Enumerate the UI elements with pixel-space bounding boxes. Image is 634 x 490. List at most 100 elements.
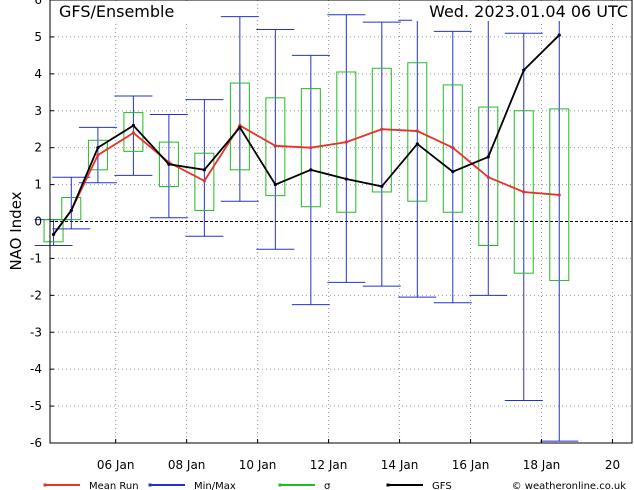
ensemble-box <box>52 176 91 230</box>
x-axis-ticks: 06 Jan 08 Jan 10 Jan 12 Jan 14 Jan 16 Jan 18 J… <box>97 439 620 472</box>
legend-swatch-marker <box>148 483 152 487</box>
sigma-box <box>478 106 499 246</box>
mean-run-point <box>344 140 348 144</box>
mean-run-point <box>96 153 100 157</box>
y-tick-label: 5 <box>34 30 42 44</box>
mean-run-line <box>52 124 560 235</box>
title-background <box>56 1 208 21</box>
gfs-series <box>51 33 561 237</box>
sigma-box <box>229 82 250 171</box>
y-tick-label: -4 <box>30 362 42 376</box>
y-tick-label: -1 <box>30 251 42 265</box>
mean-run-point <box>557 193 561 197</box>
sigma-box <box>407 62 428 202</box>
ensemble-box <box>469 0 508 296</box>
sigma-box <box>336 71 357 213</box>
sigma-box <box>61 197 82 221</box>
mean-run-point <box>415 129 419 133</box>
mean-run-point <box>451 146 455 150</box>
legend-item: GFS <box>386 481 452 490</box>
gfs-point <box>557 33 561 37</box>
y-tick-label: 3 <box>34 104 42 118</box>
gfs-point <box>522 68 526 72</box>
mean-run-point <box>131 131 135 135</box>
x-tick-label: 18 Jan <box>523 458 561 472</box>
legend-label: Mean Run <box>89 481 139 490</box>
gfs-point <box>51 232 56 237</box>
gfs-point <box>167 162 171 166</box>
sigma-box <box>87 139 108 171</box>
legend-label: GFS <box>432 481 452 490</box>
y-tick-label: -6 <box>30 436 42 450</box>
subtitle-background <box>412 1 630 21</box>
gfs-point <box>309 168 313 172</box>
legend-label: Min/Max <box>194 481 236 490</box>
y-tick-label: -3 <box>30 325 42 339</box>
mean-run-point <box>202 179 206 183</box>
y-tick-label: -2 <box>30 288 42 302</box>
gfs-point <box>451 170 455 174</box>
grid <box>50 0 632 443</box>
gfs-point <box>273 182 277 187</box>
chart-title: GFS/Ensemble <box>59 2 174 21</box>
x-tick-label: 14 Jan <box>381 458 419 472</box>
y-axis-ticks: -6 -5 -4 -3 -2 -1 0 1 2 3 4 5 6 <box>30 0 54 450</box>
gfs-point <box>69 208 73 213</box>
ensemble-box <box>34 219 73 246</box>
gfs-point <box>415 142 419 146</box>
y-axis-label: NAO Index <box>7 191 25 270</box>
sigma-box <box>442 84 463 213</box>
mean-run-point <box>380 127 384 131</box>
mean-run-point <box>273 144 277 148</box>
legend-item: Min/Max <box>148 481 236 490</box>
ensemble-box <box>362 21 401 287</box>
mean-run-point <box>309 146 313 150</box>
x-tick-label: 12 Jan <box>310 458 348 472</box>
y-tick-label: 2 <box>34 141 42 155</box>
gfs-point <box>238 125 242 129</box>
chart-subtitle: Wed. 2023.01.04 06 UTC <box>429 2 628 21</box>
ensemble-box <box>256 29 295 250</box>
legend-swatch-marker <box>386 483 390 487</box>
y-tick-label: 0 <box>34 215 42 229</box>
gfs-point <box>202 168 206 172</box>
legend-item: σ <box>278 481 331 490</box>
sigma-box <box>194 152 215 211</box>
ensemble-box <box>504 32 543 402</box>
y-tick-label: 6 <box>34 0 42 7</box>
mean-run-point <box>522 190 526 194</box>
x-tick-label: 06 Jan <box>97 458 135 472</box>
y-tick-label: 1 <box>34 178 42 192</box>
x-tick-label: 10 Jan <box>239 458 277 472</box>
legend-label: σ <box>324 481 331 490</box>
legend-swatch-marker <box>43 483 47 487</box>
gfs-point <box>344 177 348 181</box>
gfs-line <box>52 34 560 235</box>
y-tick-label: -5 <box>30 399 42 413</box>
legend-swatch-marker <box>278 483 282 487</box>
ensemble-box <box>433 30 472 304</box>
gfs-point <box>380 184 384 189</box>
error-bars <box>34 0 579 442</box>
ensemble-box <box>327 14 366 283</box>
gfs-point <box>131 123 135 128</box>
ensemble-box <box>398 19 437 298</box>
ensemble-box <box>114 95 153 176</box>
sigma-box <box>43 219 64 243</box>
legend: Mean Run Min/Max σ GFS <box>43 481 452 490</box>
credit-text: © weatheronline.co.uk <box>512 481 627 490</box>
sigma-box <box>158 141 179 187</box>
ensemble-box <box>220 16 259 202</box>
y-tick-label: 4 <box>34 67 42 81</box>
ensemble-box <box>291 54 330 306</box>
gfs-point <box>96 146 100 150</box>
x-tick-label: 08 Jan <box>168 458 206 472</box>
ensemble-box <box>185 99 224 237</box>
gfs-point <box>486 155 490 159</box>
x-tick-label: 16 Jan <box>452 458 490 472</box>
ensemble-box <box>540 0 579 442</box>
mean-run-point <box>486 175 490 179</box>
mean-run-series <box>51 123 561 237</box>
x-tick-label: 20 <box>605 458 620 472</box>
